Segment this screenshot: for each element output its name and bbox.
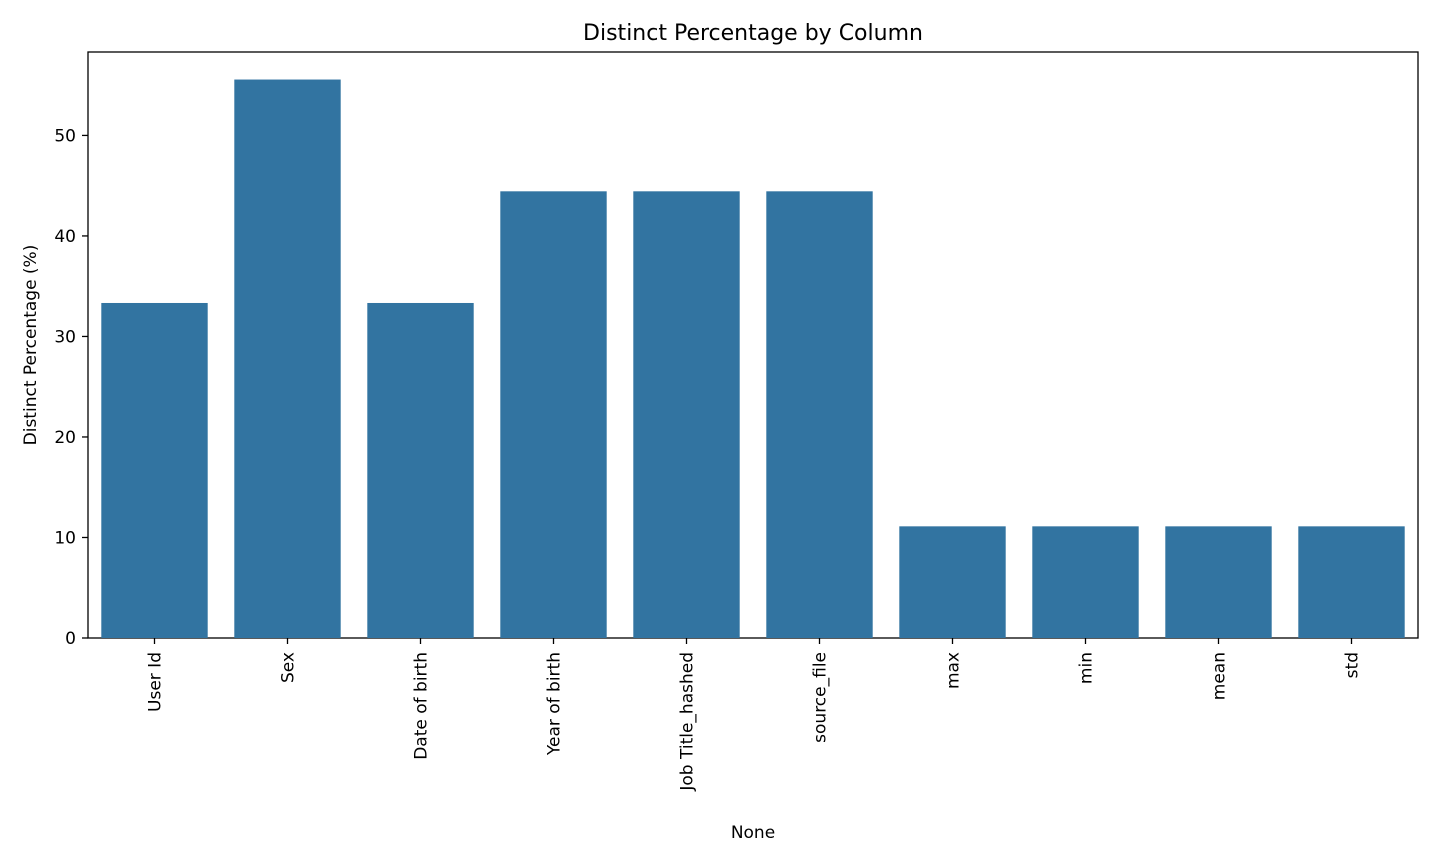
x-axis-label: None (731, 823, 775, 843)
chart-title: Distinct Percentage by Column (583, 21, 923, 46)
x-tick-label-2: Date of birth (412, 652, 432, 760)
y-axis-label: Distinct Percentage (%) (21, 245, 41, 446)
bar-8 (1165, 526, 1272, 638)
x-tick-label-7: min (1077, 652, 1097, 684)
bar-5 (766, 191, 873, 638)
y-tick-label-5: 50 (54, 126, 76, 146)
plot-area (87, 51, 1419, 639)
bar-4 (633, 191, 740, 638)
y-tick-label-0: 0 (65, 629, 76, 649)
bar-1 (234, 79, 341, 639)
x-tick-label-4: Job Title_hashed (678, 652, 698, 792)
x-tick-label-0: User Id (146, 652, 166, 712)
x-tick-label-6: max (944, 652, 964, 689)
plot-frame (87, 51, 1419, 639)
bar-3 (500, 191, 607, 638)
bar-6 (899, 526, 1006, 638)
bar-9 (1298, 526, 1405, 638)
x-tick-label-1: Sex (279, 652, 299, 683)
x-tick-label-8: mean (1210, 652, 1230, 700)
y-tick-label-1: 10 (54, 528, 76, 548)
bar-2 (367, 302, 474, 638)
bar-7 (1032, 526, 1139, 638)
y-tick-label-2: 20 (54, 428, 76, 448)
bar-group (101, 79, 1405, 639)
y-tick-label-3: 30 (54, 327, 76, 347)
x-tick-label-9: std (1343, 652, 1363, 678)
x-tick-label-3: Year of birth (545, 652, 565, 756)
x-tick-label-5: source_file (811, 652, 831, 743)
y-axis: 0 10 20 30 40 50 (54, 126, 88, 649)
x-axis: User Id Sex Date of birth Year of birth Job … (146, 638, 1363, 792)
y-tick-label-4: 40 (54, 227, 76, 247)
bar-0 (101, 302, 208, 638)
